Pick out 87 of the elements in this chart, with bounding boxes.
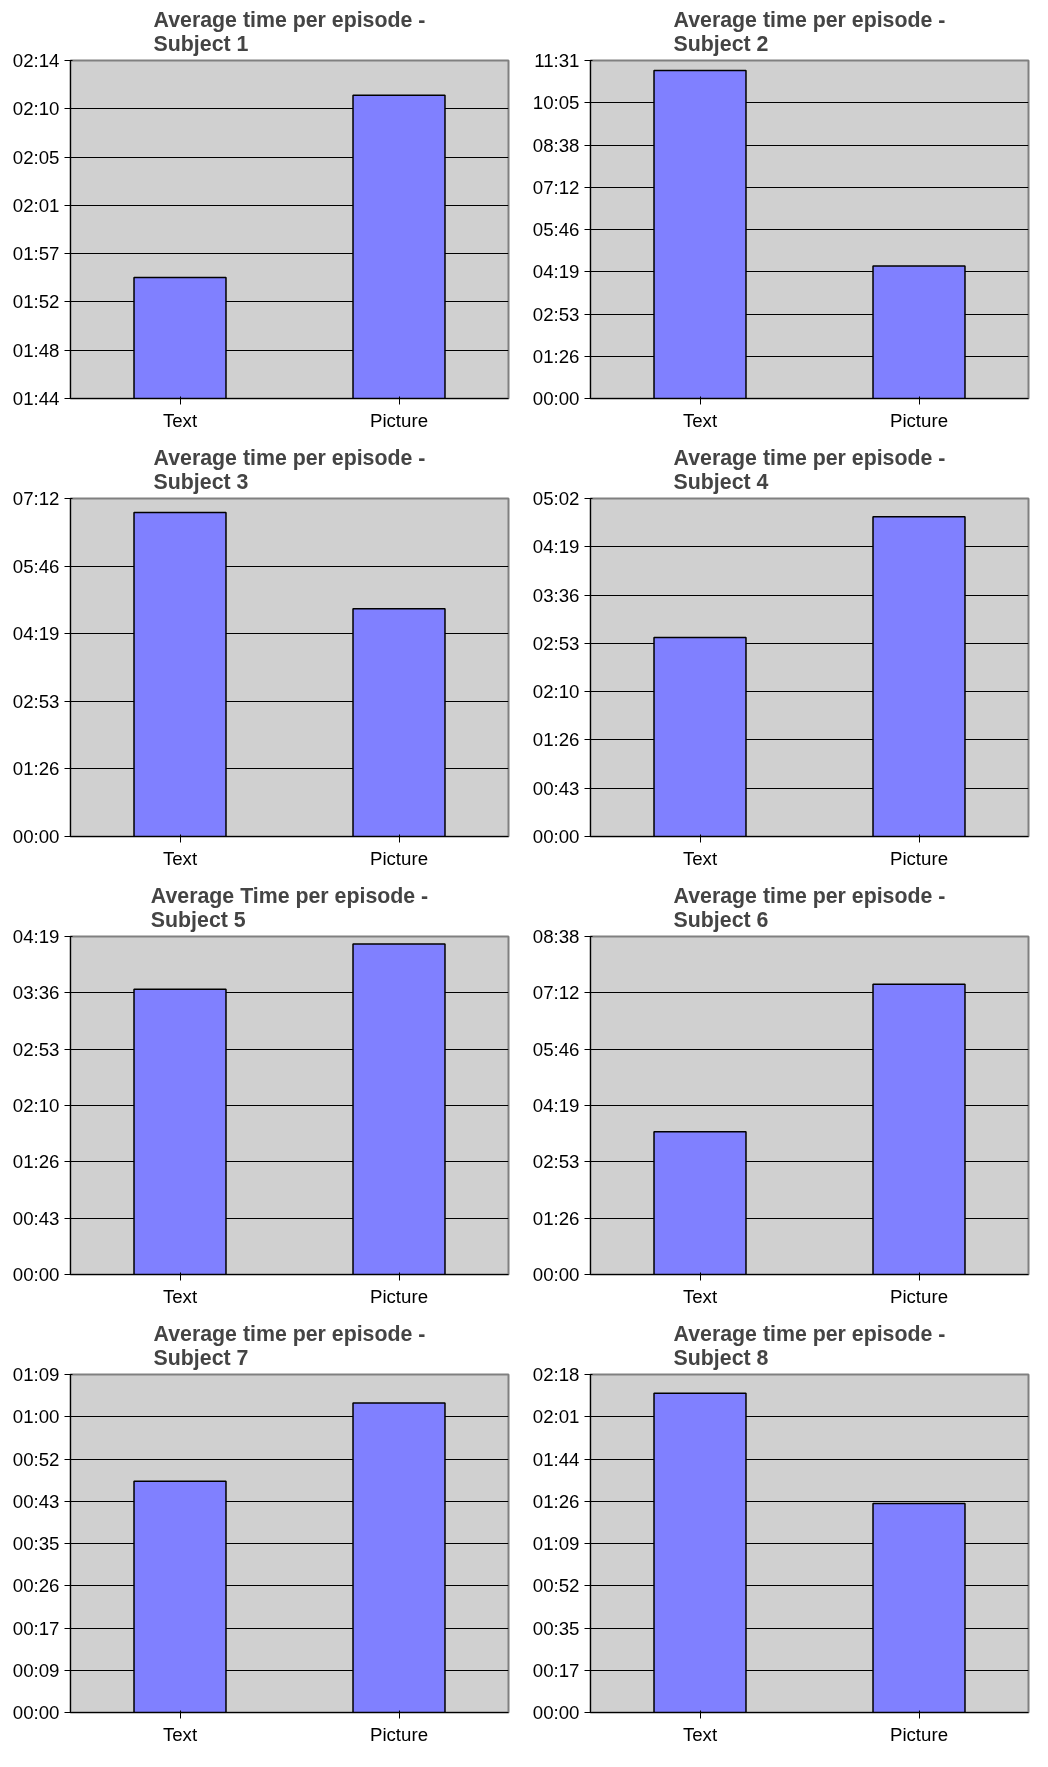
y-tick-label: 00:00 bbox=[532, 388, 580, 409]
y-tick-label: 01:52 bbox=[12, 291, 60, 313]
y-tick-label: 01:26 bbox=[532, 1490, 580, 1512]
x-tick-label: Picture bbox=[369, 1285, 429, 1307]
y-tick-label: 01:00 bbox=[12, 1406, 60, 1428]
y-tick-label: 05:46 bbox=[532, 219, 580, 240]
y-tick-label: 01:26 bbox=[12, 1151, 60, 1173]
x-tick-label: Text bbox=[682, 1285, 718, 1307]
chart-title: Average time per episode - Subject 3 bbox=[153, 445, 426, 494]
y-tick-label: 02:10 bbox=[12, 98, 60, 120]
y-tick-label: 03:36 bbox=[12, 982, 60, 1004]
x-tick-label: Picture bbox=[369, 847, 429, 869]
y-tick-label: 00:00 bbox=[12, 1702, 60, 1723]
x-tick-label: Text bbox=[162, 1285, 198, 1307]
y-tick-label: 01:09 bbox=[532, 1533, 580, 1554]
chart-title: Average time per episode - Subject 2 bbox=[673, 7, 946, 56]
x-tick-label: Picture bbox=[889, 847, 949, 869]
y-tick-label: 01:44 bbox=[532, 1448, 580, 1470]
x-tick-label: Text bbox=[682, 409, 718, 431]
x-tick-label: Picture bbox=[889, 409, 949, 431]
y-tick-label: 00:17 bbox=[532, 1659, 580, 1681]
chart-title: Average time per episode - Subject 6 bbox=[673, 883, 946, 932]
chart-title: Average time per episode - Subject 8 bbox=[673, 1321, 946, 1370]
y-tick-label: 02:53 bbox=[532, 303, 580, 325]
y-tick-label: 05:02 bbox=[532, 488, 580, 509]
y-tick-label: 11:31 bbox=[534, 50, 580, 71]
y-tick-label: 04:19 bbox=[532, 1095, 580, 1116]
y-tick-label: 07:12 bbox=[12, 488, 60, 509]
y-tick-label: 03:36 bbox=[532, 584, 580, 606]
x-tick-label: Picture bbox=[369, 409, 429, 431]
y-tick-label: 02:53 bbox=[12, 1038, 60, 1060]
y-tick-label: 01:26 bbox=[532, 1207, 580, 1229]
y-tick-label: 08:38 bbox=[532, 134, 580, 156]
y-tick-label: 02:01 bbox=[532, 1406, 580, 1428]
y-tick-label: 00:09 bbox=[12, 1659, 60, 1681]
y-tick-label: 00:43 bbox=[532, 777, 580, 799]
x-tick-label: Text bbox=[682, 847, 718, 869]
y-tick-label: 00:17 bbox=[12, 1617, 60, 1639]
y-tick-label: 01:09 bbox=[12, 1364, 60, 1385]
y-tick-label: 08:38 bbox=[532, 926, 580, 947]
y-tick-label: 02:53 bbox=[12, 690, 60, 712]
x-tick-label: Text bbox=[162, 409, 198, 431]
y-tick-label: 02:10 bbox=[12, 1095, 60, 1116]
y-tick-label: 10:05 bbox=[532, 92, 580, 114]
y-tick-label: 02:53 bbox=[532, 1151, 580, 1173]
x-tick-label: Picture bbox=[369, 1723, 429, 1745]
y-tick-label: 04:19 bbox=[532, 261, 580, 283]
y-tick-label: 00:00 bbox=[12, 826, 60, 847]
y-tick-label: 05:46 bbox=[12, 555, 60, 577]
y-tick-label: 02:05 bbox=[12, 146, 60, 168]
y-tick-label: 00:26 bbox=[12, 1575, 60, 1597]
x-tick-label: Picture bbox=[889, 1285, 949, 1307]
x-tick-label: Text bbox=[162, 847, 198, 869]
x-tick-label: Text bbox=[162, 1723, 198, 1745]
y-tick-label: 04:19 bbox=[12, 623, 60, 645]
y-tick-label: 02:10 bbox=[532, 681, 580, 703]
y-tick-label: 01:57 bbox=[12, 243, 60, 265]
x-tick-label: Picture bbox=[889, 1723, 949, 1745]
y-tick-label: 01:26 bbox=[532, 345, 580, 367]
x-tick-label: Text bbox=[682, 1723, 718, 1745]
chart-title: Average Time per episode - Subject 5 bbox=[150, 883, 429, 932]
y-tick-label: 02:14 bbox=[12, 50, 60, 71]
chart-title: Average time per episode - Subject 7 bbox=[153, 1321, 426, 1370]
y-tick-label: 01:26 bbox=[532, 729, 580, 751]
y-tick-label: 00:00 bbox=[12, 1264, 60, 1285]
y-tick-label: 04:19 bbox=[12, 926, 60, 947]
y-tick-label: 02:53 bbox=[532, 632, 580, 654]
y-tick-label: 01:26 bbox=[12, 758, 60, 780]
y-tick-label: 00:43 bbox=[12, 1207, 60, 1229]
y-tick-label: 00:00 bbox=[532, 826, 580, 847]
y-tick-label: 00:52 bbox=[12, 1448, 60, 1470]
y-tick-label: 00:52 bbox=[532, 1575, 580, 1597]
y-tick-label: 00:35 bbox=[532, 1617, 580, 1639]
y-tick-label: 00:43 bbox=[12, 1490, 60, 1512]
y-tick-label: 04:19 bbox=[532, 536, 580, 558]
y-tick-label: 00:00 bbox=[532, 1264, 580, 1285]
y-tick-label: 01:44 bbox=[12, 388, 60, 409]
y-tick-label: 01:48 bbox=[12, 339, 60, 361]
chart-title: Average time per episode - Subject 1 bbox=[153, 7, 426, 56]
y-tick-label: 05:46 bbox=[532, 1038, 580, 1060]
chart-title: Average time per episode - Subject 4 bbox=[673, 445, 946, 494]
y-tick-label: 00:00 bbox=[532, 1702, 580, 1723]
y-tick-label: 02:01 bbox=[12, 194, 60, 216]
y-tick-label: 07:12 bbox=[532, 982, 580, 1004]
y-tick-label: 02:18 bbox=[532, 1364, 580, 1385]
y-tick-label: 07:12 bbox=[532, 176, 580, 198]
y-tick-label: 00:35 bbox=[12, 1533, 60, 1554]
